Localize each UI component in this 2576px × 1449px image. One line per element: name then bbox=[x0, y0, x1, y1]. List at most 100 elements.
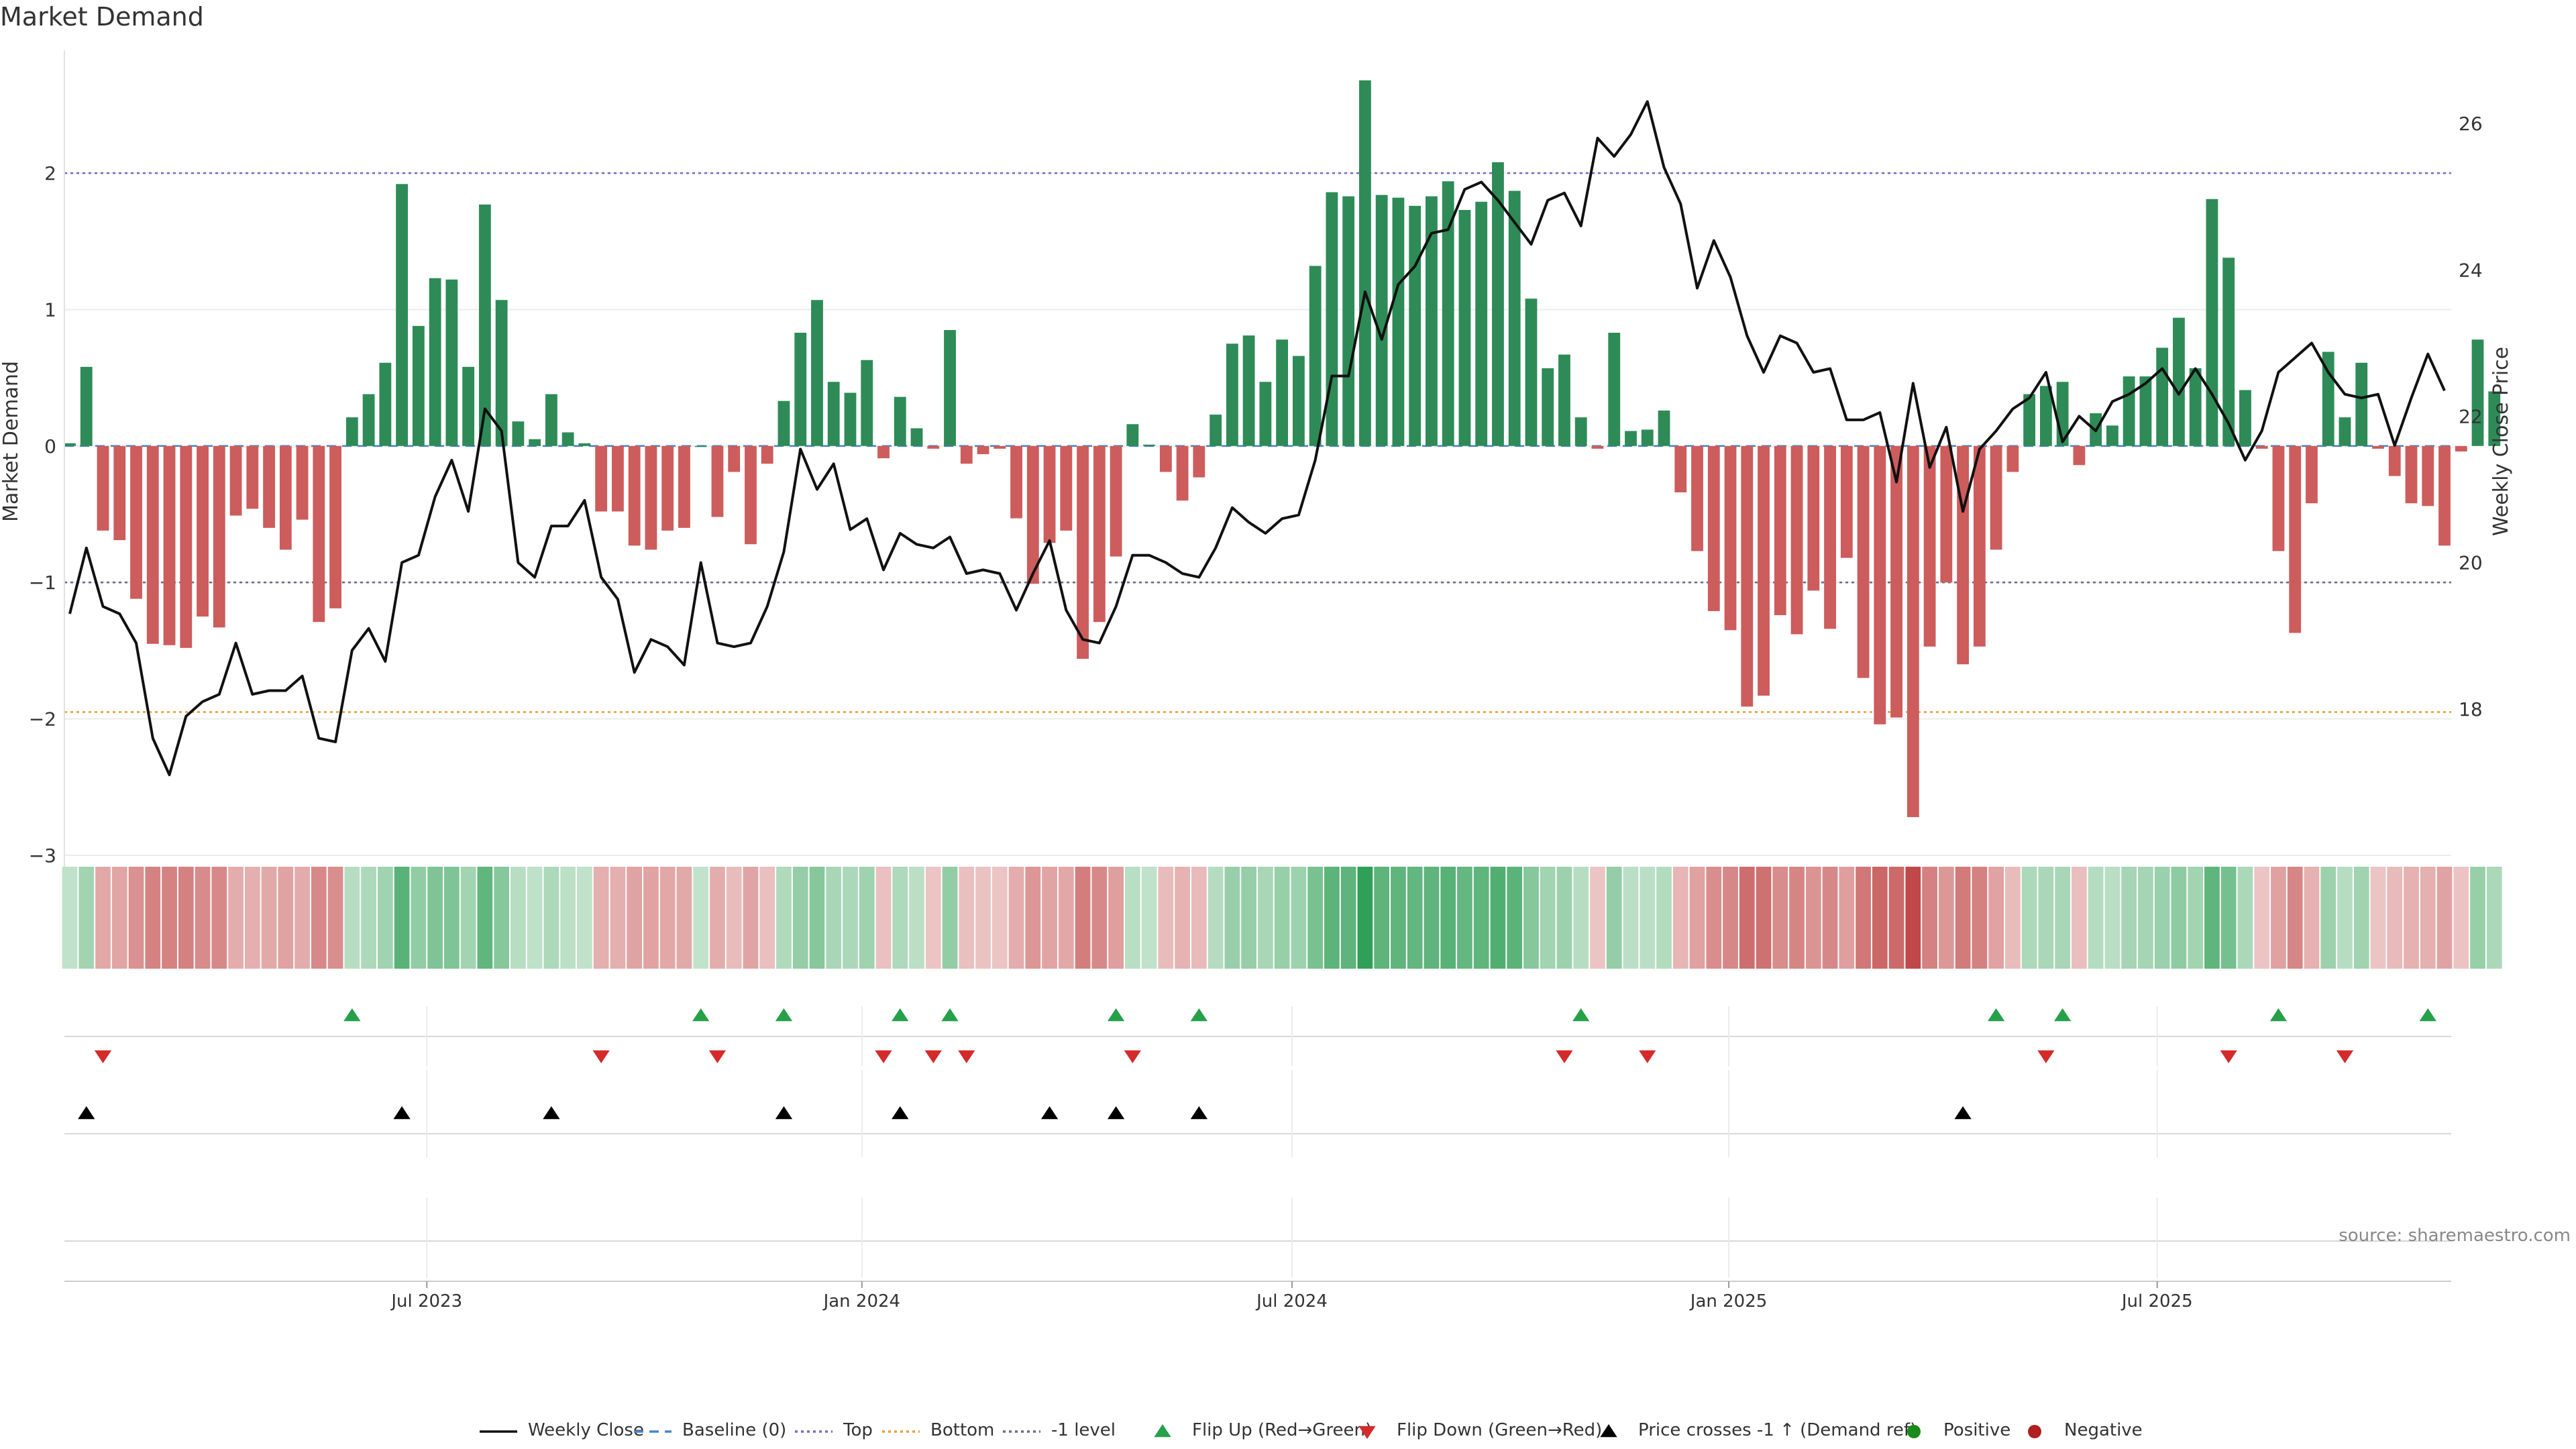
demand-bar bbox=[861, 360, 873, 446]
demand-bar bbox=[1242, 335, 1255, 446]
heat-cell bbox=[809, 867, 825, 969]
demand-bar bbox=[1807, 445, 1820, 591]
demand-bar bbox=[2372, 445, 2384, 449]
price-cross-markers-panel bbox=[78, 1106, 1972, 1120]
demand-bar bbox=[362, 394, 375, 446]
heat-cell bbox=[1672, 867, 1688, 969]
legend-item: Weekly Close bbox=[480, 1420, 644, 1440]
legend-label: Baseline (0) bbox=[682, 1420, 786, 1440]
heat-cell bbox=[2453, 867, 2469, 969]
demand-bar bbox=[1658, 410, 1670, 446]
demand-bar bbox=[2388, 445, 2401, 476]
demand-bar bbox=[2488, 391, 2501, 446]
legend-label: Weekly Close bbox=[528, 1420, 644, 1440]
demand-bar bbox=[2023, 394, 2036, 446]
demand-bar bbox=[960, 445, 973, 464]
heat-cell bbox=[211, 867, 227, 969]
demand-bar bbox=[728, 445, 741, 472]
demand-bar bbox=[1574, 417, 1587, 446]
demand-bar bbox=[1824, 445, 1836, 629]
heat-cell bbox=[776, 867, 792, 969]
demand-bar bbox=[2289, 445, 2302, 633]
demand-bar bbox=[977, 445, 989, 455]
heat-cell bbox=[1905, 867, 1921, 969]
heat-cell bbox=[942, 867, 958, 969]
heat-cell bbox=[1191, 867, 1207, 969]
heat-cell bbox=[1623, 867, 1639, 969]
flip-down-marker bbox=[924, 1050, 942, 1063]
heat-cell bbox=[2121, 867, 2137, 969]
heat-cell bbox=[1656, 867, 1672, 969]
demand-bar bbox=[445, 279, 458, 446]
flip-down-marker bbox=[1556, 1050, 1573, 1063]
heat-cell bbox=[1507, 867, 1523, 969]
heat-cell bbox=[1888, 867, 1904, 969]
demand-bar bbox=[1758, 445, 1770, 696]
demand-bar bbox=[794, 333, 807, 446]
demand-bar bbox=[1525, 299, 1538, 446]
legend-label: Flip Down (Green→Red) bbox=[1397, 1420, 1602, 1440]
demand-bar bbox=[910, 428, 923, 446]
demand-bar bbox=[345, 417, 358, 446]
heat-cell bbox=[543, 867, 559, 969]
demand-bar bbox=[1026, 445, 1039, 584]
weekly-close-line bbox=[68, 100, 2446, 776]
demand-bar bbox=[645, 445, 657, 550]
heat-cell bbox=[145, 867, 161, 969]
heat-cell bbox=[1091, 867, 1108, 969]
demand-bar bbox=[1840, 445, 1853, 558]
demand-bar bbox=[1790, 445, 1803, 635]
heat-cell bbox=[991, 867, 1008, 969]
heat-cell bbox=[1756, 867, 1772, 969]
heat-cell bbox=[726, 867, 742, 969]
demand-bar bbox=[844, 392, 857, 446]
heat-cell bbox=[610, 867, 626, 969]
heat-cell bbox=[1357, 867, 1373, 969]
demand-bar bbox=[694, 445, 707, 447]
heat-cell bbox=[1640, 867, 1656, 969]
heat-cell bbox=[1374, 867, 1390, 969]
heat-cell bbox=[627, 867, 643, 969]
heat-cell bbox=[676, 867, 692, 969]
demand-bar bbox=[2206, 199, 2218, 446]
demand-bar bbox=[1475, 201, 1488, 446]
demand-bar bbox=[777, 400, 790, 446]
demand-bar bbox=[263, 445, 275, 528]
heat-cell bbox=[2387, 867, 2403, 969]
demand-bar bbox=[1043, 445, 1056, 543]
demand-bar bbox=[1990, 445, 2002, 550]
y-tick-label: −1 bbox=[29, 572, 56, 594]
x-tick-label: Jan 2025 bbox=[1689, 1291, 1768, 1311]
flip-up-marker bbox=[1987, 1008, 2005, 1022]
x-tick-label: Jul 2024 bbox=[1255, 1291, 1328, 1311]
y-tick-label: 2 bbox=[44, 162, 56, 184]
legend-item: Baseline (0) bbox=[634, 1420, 786, 1440]
heat-cell bbox=[1805, 867, 1821, 969]
demand-bar bbox=[1392, 197, 1405, 446]
heat-cell bbox=[875, 867, 892, 969]
legend-label: -1 level bbox=[1051, 1420, 1116, 1440]
demand-bar bbox=[1143, 444, 1156, 446]
heat-cell bbox=[2287, 867, 2303, 969]
flip-up-marker bbox=[775, 1008, 793, 1022]
heat-cell bbox=[443, 867, 460, 969]
demand-bar bbox=[2073, 445, 2086, 466]
demand-bar bbox=[1508, 191, 1521, 446]
demand-bar bbox=[246, 445, 259, 509]
demand-bar bbox=[761, 445, 773, 464]
demand-bar bbox=[163, 445, 176, 645]
flip-up-marker bbox=[2269, 1008, 2288, 1022]
heat-cell bbox=[2470, 867, 2485, 969]
demand-bar bbox=[296, 445, 309, 520]
heat-cell bbox=[2038, 867, 2054, 969]
heat-cell bbox=[1972, 867, 1988, 969]
legend-swatch bbox=[1358, 1426, 1376, 1439]
demand-bar bbox=[1591, 445, 1604, 449]
heat-cell bbox=[593, 867, 609, 969]
heat-cell bbox=[278, 867, 294, 969]
demand-bar bbox=[811, 300, 823, 446]
heat-cell bbox=[162, 867, 177, 969]
flip-down-marker bbox=[1124, 1050, 1141, 1063]
price-cross-marker bbox=[543, 1106, 560, 1120]
demand-bar bbox=[1292, 356, 1305, 446]
